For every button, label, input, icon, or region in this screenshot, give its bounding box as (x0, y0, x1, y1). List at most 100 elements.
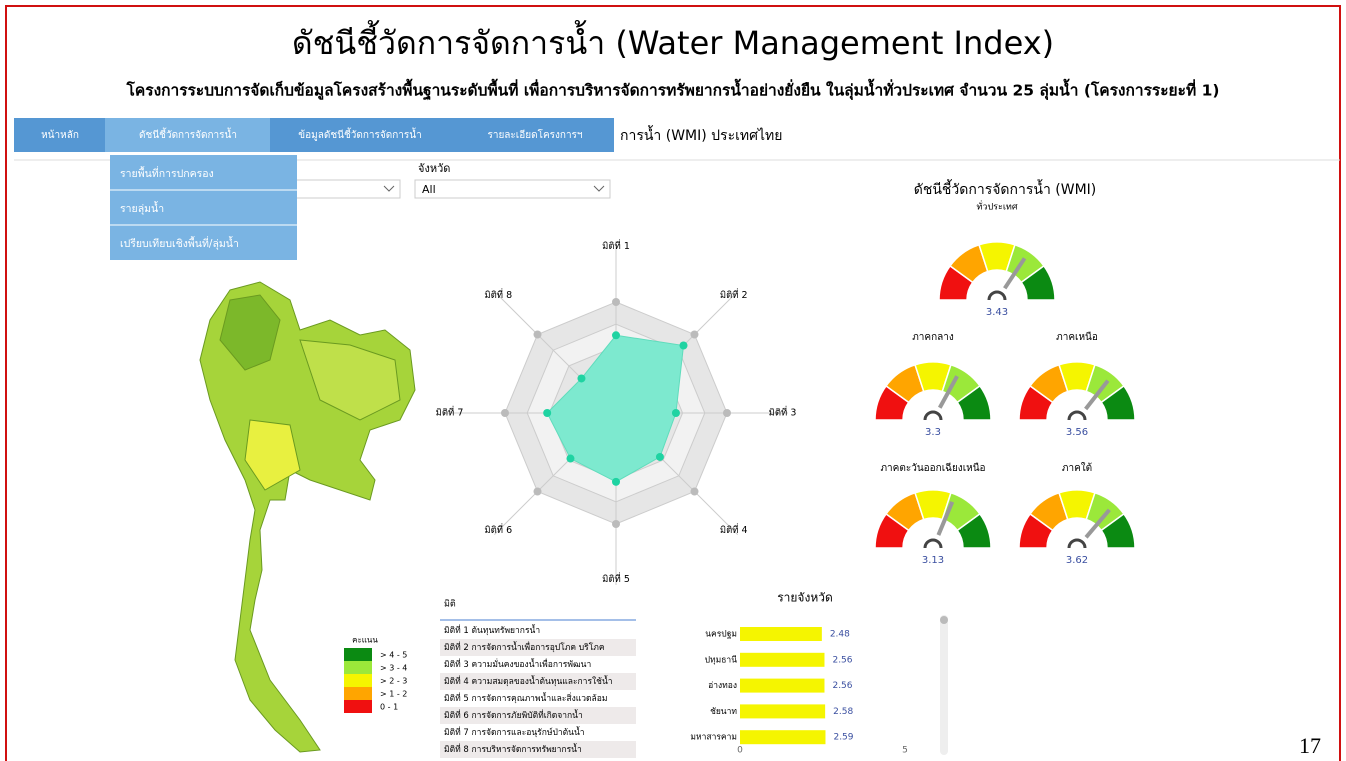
radar-outer-dot (501, 409, 509, 417)
gauge-segment (956, 384, 992, 421)
gauge-segment (1100, 512, 1136, 549)
gauge-needle (1003, 257, 1027, 290)
legend-swatch (344, 674, 372, 687)
radar-axis-label: มิติที่ 4 (720, 523, 748, 536)
chevron (593, 185, 605, 192)
legend-title: คะแนน (352, 636, 378, 645)
radar-outer-dot (533, 330, 542, 339)
map-region (219, 294, 281, 371)
legend-label: > 4 - 5 (380, 651, 407, 660)
gauge-name: ทั่วประเทศ (976, 200, 1017, 213)
legend-label: > 1 - 2 (380, 690, 407, 699)
gauge-value: 3.56 (1066, 427, 1088, 438)
scrollbar[interactable] (940, 615, 948, 755)
gauge-name: ภาคเหนือ (1056, 331, 1098, 343)
dropdown-item[interactable]: เปรียบเทียบเชิงพื้นที่/ลุ่มน้ำ (120, 236, 239, 250)
gauge-hub (923, 410, 943, 421)
bar-category: นครปฐม (705, 630, 737, 640)
chevron (383, 185, 395, 192)
radar-outer-dot (612, 298, 620, 306)
dropdown-menu (110, 155, 297, 260)
list-row-bg (440, 639, 636, 656)
gauge-hub (987, 290, 1007, 301)
bar[interactable] (740, 704, 826, 719)
bar-value: 2.56 (832, 655, 852, 665)
bar-title: รายจังหวัด (777, 591, 833, 605)
scroll-thumb[interactable] (940, 616, 948, 624)
radar-point[interactable] (543, 409, 552, 417)
filter-box[interactable] (414, 179, 611, 199)
radar-point[interactable] (655, 452, 664, 461)
title: ดัชนีชี้วัดการจัดการน้ำ (Water Managemen… (292, 20, 1054, 62)
radar-point[interactable] (612, 477, 620, 486)
list-item[interactable]: มิติที่ 7 การจัดการและอนุรักษ์ป่าต้นน้ำ (444, 726, 585, 738)
bar-category: ชัยนาท (710, 707, 737, 717)
legend-swatch (344, 700, 372, 713)
gauge-section-title: ดัชนีชี้วัดการจัดการน้ำ (WMI) (914, 179, 1097, 198)
bar[interactable] (740, 652, 825, 667)
dropdown-item[interactable]: รายพื้นที่การปกครอง (120, 166, 214, 180)
radar-point[interactable] (679, 341, 688, 350)
list-item[interactable]: มิติที่ 3 ความมั่นคงของน้ำเพื่อการพัฒนา (444, 658, 591, 670)
bar-category: อ่างทอง (708, 681, 737, 691)
bar[interactable] (740, 627, 822, 641)
radar-axis-label: มิติที่ 8 (484, 288, 512, 301)
gauge-value: 3.13 (922, 555, 944, 566)
radar-axis-label: มิติที่ 2 (720, 288, 748, 301)
bar-value: 2.59 (833, 733, 853, 743)
gauge-name: ภาคตะวันออกเฉียงเหนือ (880, 462, 985, 474)
nav-item[interactable]: ข้อมูลดัชนีชี้วัดการจัดการน้ำ (298, 127, 421, 141)
bar-category: ปทุมธานี (705, 654, 738, 665)
dropdown-item[interactable]: รายลุ่มน้ำ (120, 201, 164, 215)
radar-axis-label: มิติที่ 1 (602, 239, 630, 252)
x-tick-label: 5 (902, 746, 908, 756)
page-number: 17 (1299, 733, 1321, 758)
radar-axis-label: มิติที่ 3 (769, 406, 797, 419)
radar-outer-dot (533, 487, 542, 496)
legend-swatch (344, 661, 372, 674)
filter-label: จังหวัด (418, 162, 450, 175)
slide-border (5, 5, 1341, 761)
bar-value: 2.56 (832, 681, 852, 691)
radar-outer-dot (723, 409, 731, 417)
bar-category: มหาสารคาม (690, 733, 737, 743)
gauge-value: 3.3 (925, 427, 941, 438)
nav-item[interactable]: รายละเอียดโครงการฯ (487, 128, 582, 141)
subtitle: โครงการระบบการจัดเก็บข้อมูลโครงสร้างพื้น… (126, 79, 1220, 102)
list-item[interactable]: มิติที่ 1 ต้นทุนทรัพยากรน้ำ (444, 624, 540, 636)
bar[interactable] (740, 730, 826, 745)
gauge-segment (956, 512, 992, 549)
gauge-hub (1067, 410, 1087, 421)
list-item[interactable]: มิติที่ 8 การบริหารจัดการทรัพยากรน้ำ (444, 743, 582, 755)
list-row-bg (440, 707, 636, 724)
radar-outer-dot (690, 330, 699, 339)
list-row-bg (440, 673, 636, 690)
radar-axis-label: มิติที่ 7 (436, 406, 464, 419)
nav-item[interactable]: ดัชนีชี้วัดการจัดการน้ำ (139, 127, 237, 141)
nav-item[interactable]: หน้าหลัก (41, 129, 79, 141)
list-item[interactable]: มิติที่ 2 การจัดการน้ำเพื่อการอุปโภค บริ… (444, 641, 605, 653)
list-item[interactable]: มิติที่ 6 การจัดการภัยพิบัติที่เกิดจากน้… (444, 709, 583, 721)
legend-label: > 2 - 3 (380, 677, 407, 686)
nav-active (105, 118, 270, 152)
bar[interactable] (740, 678, 825, 693)
bar-value: 2.48 (830, 630, 850, 640)
list-row-bg (440, 741, 636, 758)
page-title: การน้ำ (WMI) ประเทศไทย (620, 125, 782, 144)
legend-swatch (344, 648, 372, 661)
radar-point[interactable] (671, 409, 680, 417)
gauge-name: ภาคใต้ (1062, 462, 1092, 474)
radar-point[interactable] (566, 454, 575, 463)
list-item[interactable]: มิติที่ 5 การจัดการคุณภาพน้ำและสิ่งแวดล้… (444, 692, 607, 704)
list-item[interactable]: มิติที่ 4 ความสมดุลของน้ำต้นทุนและการใช้… (444, 675, 613, 687)
filter-value: All (422, 183, 436, 196)
radar-point[interactable] (612, 331, 620, 340)
gauge-name: ภาคกลาง (912, 332, 954, 343)
bar-value: 2.58 (833, 707, 853, 717)
gauge-needle (936, 501, 955, 536)
legend-label: 0 - 1 (380, 703, 398, 712)
radar-outer-dot (612, 520, 620, 528)
map-region (299, 339, 401, 421)
radar-point[interactable] (577, 374, 586, 383)
